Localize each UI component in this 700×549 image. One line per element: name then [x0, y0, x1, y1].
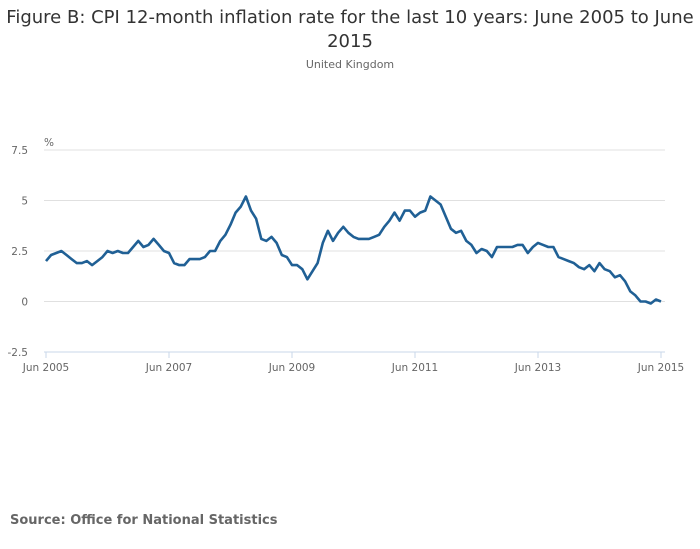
y-tick-label: 0 [21, 297, 28, 309]
series-line-cpi [45, 195, 662, 305]
x-tick-label: Jun 2009 [268, 362, 315, 374]
x-tick-label: Jun 2011 [391, 362, 438, 374]
y-tick-label: -2.5 [8, 347, 29, 359]
y-tick-label: 5 [21, 196, 28, 208]
source-note: Source: Office for National Statistics [10, 513, 278, 528]
chart-title: Figure B: CPI 12-month inflation rate fo… [6, 7, 694, 52]
y-axis-label: % [44, 137, 54, 149]
y-tick-label: 7.5 [11, 145, 28, 157]
x-tick-label: Jun 2007 [145, 362, 192, 374]
x-tick-label: Jun 2015 [637, 362, 684, 374]
x-tick-label: Jun 2013 [514, 362, 561, 374]
chart-subtitle: United Kingdom [305, 58, 395, 71]
y-tick-label: 2.5 [11, 246, 28, 258]
x-tick-label: Jun 2005 [22, 362, 69, 374]
